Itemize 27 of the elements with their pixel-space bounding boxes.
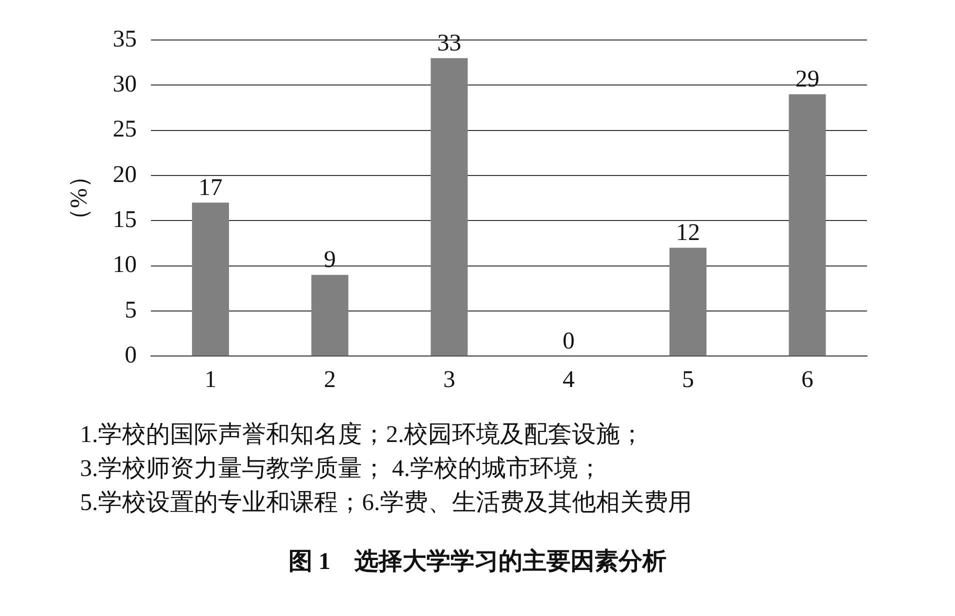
y-tick-label: 5 — [124, 297, 137, 324]
text: 1.学校的国际声誉和知名度；2.校园环境及配套设施； — [80, 420, 645, 450]
y-tick-label: 30 — [112, 71, 137, 98]
y-tick-label: 15 — [112, 206, 137, 233]
bar — [669, 248, 706, 356]
x-tick-label: 5 — [682, 366, 694, 393]
text: 3.学校师资力量与教学质量； 4.学校的城市环境； — [80, 454, 603, 484]
bar — [192, 202, 229, 356]
text: 5.学校设置的专业和课程；6.学费、生活费及其他相关费用 — [80, 489, 692, 518]
y-tick-label: 0 — [124, 342, 137, 368]
data-label: 0 — [562, 328, 575, 354]
x-tick-label: 1 — [204, 366, 216, 393]
bar — [430, 58, 468, 356]
y-tick-label: 25 — [112, 116, 137, 143]
data-label: 12 — [676, 220, 700, 246]
x-tick-label: 4 — [562, 366, 575, 393]
x-tick-label: 2 — [324, 366, 336, 393]
y-tick-label: 10 — [112, 252, 137, 278]
data-label: 17 — [198, 174, 222, 201]
y-tick-label: 35 — [112, 26, 137, 52]
bar — [788, 94, 826, 356]
y-axis-title: （%） — [66, 164, 93, 232]
y-tick-label: 20 — [112, 162, 137, 188]
text: 图 1 选择大学学习的主要因素分析 — [288, 547, 668, 577]
x-tick-label: 6 — [801, 366, 814, 393]
bar — [311, 274, 348, 356]
x-tick-label: 3 — [443, 366, 456, 393]
